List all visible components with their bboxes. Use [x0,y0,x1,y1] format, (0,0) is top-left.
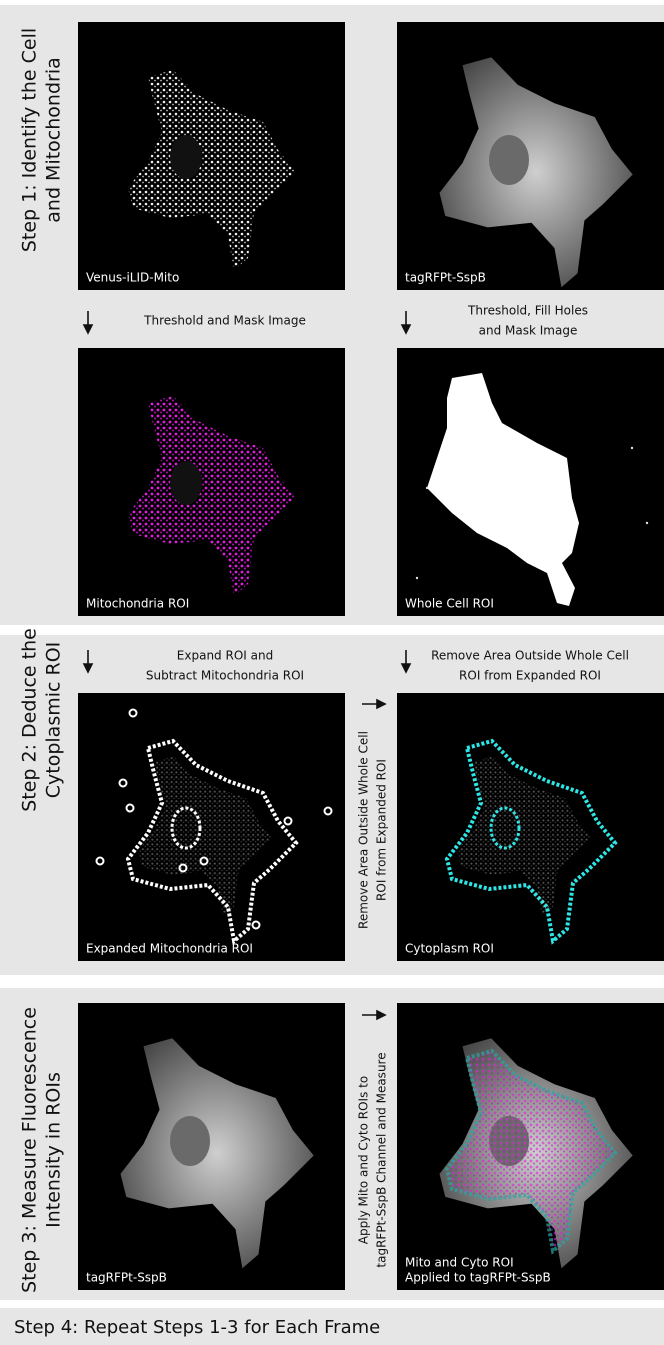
step-title-line: Step 1: Identify the Cell [19,28,41,252]
image-caption: Mito and Cyto ROI [405,1256,514,1270]
operation-text: tagRFPt-SspB Channel and Measure [375,1052,389,1267]
operation-text: Remove Area Outside Whole Cell [431,649,629,663]
operation-text: Threshold, Fill Holes [467,304,588,318]
operation-text: Threshold and Mask Image [143,314,306,328]
image-caption: tagRFPt-SspB [405,271,486,285]
operation-text: Remove Area Outside Whole Cell [357,731,371,929]
microscopy-image: Mitochondria ROI [78,348,345,616]
step-title-line: Step 3: Measure Fluorescence [19,1007,41,1293]
operation-text: ROI from Expanded ROI [459,669,601,683]
microscopy-image: tagRFPt-SspB [397,22,664,290]
image-caption: Whole Cell ROI [405,597,494,611]
microscopy-image: Expanded Mitochondria ROI [78,693,345,961]
speck [631,447,633,449]
image-caption: Venus-iLID-Mito [86,271,179,285]
step-title-line: Cytoplasmic ROI [43,642,65,799]
microscopy-image: Whole Cell ROI [397,348,664,616]
speck [426,487,428,489]
speck [416,577,418,579]
image-caption: Cytoplasm ROI [405,942,494,956]
step-title-line: Step 2: Deduce the [19,628,41,812]
step-title-line: and Mitochondria [43,57,65,222]
nucleus [489,135,529,185]
microscopy-image: Cytoplasm ROI [397,693,664,961]
operation-text: Apply Mito and Cyto ROIs to [357,1076,371,1244]
image-caption: tagRFPt-SspB [86,1271,167,1285]
step-title-line: Step 4: Repeat Steps 1-3 for Each Frame [14,1317,380,1338]
nucleus [170,1116,210,1166]
microscopy-image: tagRFPt-SspB [78,1003,345,1290]
figure: Step 1: Identify the Cell and Mitochondr… [0,0,664,1345]
nucleus [170,135,202,179]
operation-text: ROI from Expanded ROI [375,759,389,901]
image-caption: Applied to tagRFPt-SspB [405,1271,551,1285]
nucleus [170,461,202,505]
image-caption: Expanded Mitochondria ROI [86,942,253,956]
operation-text: Expand ROI and [177,649,273,663]
microscopy-image: Venus-iLID-Mito [78,22,345,290]
speck [646,522,648,524]
operation-text: and Mask Image [479,324,578,338]
operation-text: Subtract Mitochondria ROI [146,669,304,683]
step-title-line: Intensity in ROIs [43,1072,65,1228]
image-caption: Mitochondria ROI [86,597,189,611]
